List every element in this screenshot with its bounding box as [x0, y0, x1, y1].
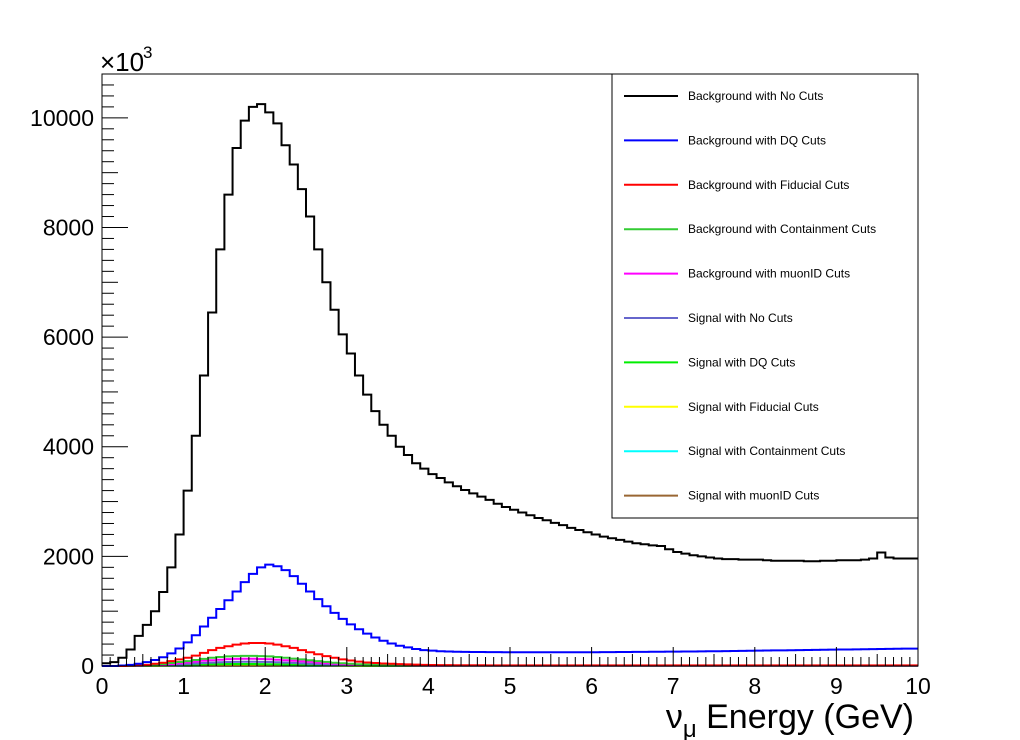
legend-label: Background with Containment Cuts — [688, 222, 876, 236]
legend-label: Background with DQ Cuts — [688, 133, 826, 147]
legend-label: Signal with DQ Cuts — [688, 355, 795, 369]
x-axis: 0 1 2 3 4 5 6 7 8 9 10 — [96, 647, 931, 699]
legend-label: Signal with muonID Cuts — [688, 489, 819, 503]
x-tick-label: 9 — [830, 673, 843, 699]
legend-label: Signal with Fiducial Cuts — [688, 400, 819, 414]
y-tick-label: 4000 — [43, 434, 94, 460]
x-axis-title-rest: Energy (GeV) — [697, 698, 914, 736]
legend-label: Background with No Cuts — [688, 89, 823, 103]
legend: Background with No Cuts Background with D… — [611, 73, 919, 519]
legend-label: Background with muonID Cuts — [688, 267, 850, 281]
x-tick-label: 7 — [667, 673, 680, 699]
y-multiplier-exponent: 3 — [143, 43, 152, 62]
x-axis-title-nu: ν — [666, 698, 683, 736]
x-axis-title: νμ Energy (GeV) — [666, 698, 914, 740]
x-tick-label: 1 — [177, 673, 190, 699]
y-multiplier-base: ×10 — [100, 47, 144, 77]
x-axis-title-subscript: μ — [683, 716, 697, 740]
x-tick-label: 5 — [504, 673, 517, 699]
x-tick-label: 2 — [259, 673, 272, 699]
series-line-1 — [102, 103, 918, 665]
x-tick-label: 8 — [748, 673, 761, 699]
y-tick-label: 8000 — [43, 214, 94, 240]
x-tick-label: 6 — [585, 673, 598, 699]
x-tick-label: 3 — [340, 673, 353, 699]
y-tick-label: 10000 — [30, 105, 94, 131]
x-tick-label: 4 — [422, 673, 435, 699]
y-multiplier: ×10 3 — [100, 43, 152, 77]
x-tick-label: 10 — [905, 673, 931, 699]
legend-label: Signal with No Cuts — [688, 311, 793, 325]
legend-box — [611, 73, 919, 519]
legend-label: Signal with Containment Cuts — [688, 444, 845, 458]
series-line-2 — [102, 563, 918, 667]
x-tick-label: 0 — [96, 673, 109, 699]
y-tick-label: 2000 — [43, 543, 94, 569]
legend-label: Background with Fiducial Cuts — [688, 178, 849, 192]
y-axis: 0 2000 4000 6000 8000 10000 — [30, 73, 128, 679]
y-tick-label: 0 — [81, 653, 94, 679]
y-tick-label: 6000 — [43, 324, 94, 350]
